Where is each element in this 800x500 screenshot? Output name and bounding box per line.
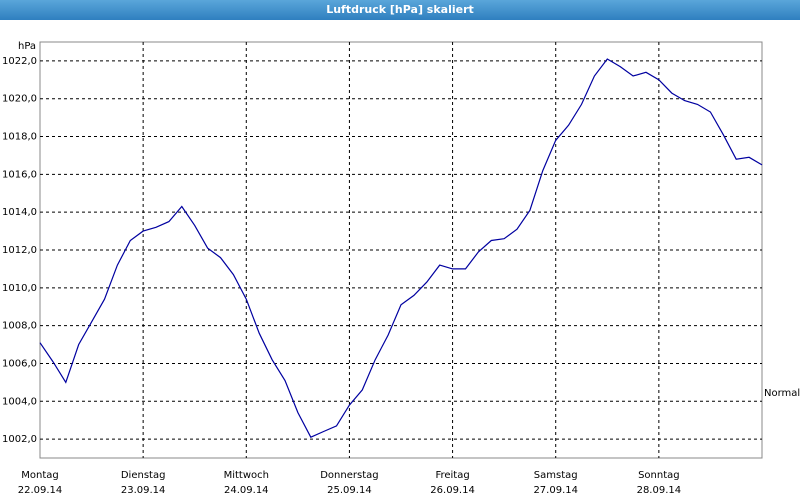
x-tick-label: Dienstag — [121, 470, 166, 481]
x-tick-label: Freitag — [435, 470, 469, 481]
x-tick-date: 23.09.14 — [121, 485, 166, 496]
y-tick-label: 1022,0 — [2, 56, 37, 67]
x-tick-label: Sonntag — [638, 470, 680, 481]
y-tick-label: 1018,0 — [2, 132, 37, 143]
x-tick-label: Donnerstag — [320, 470, 378, 481]
x-tick-label: Mittwoch — [224, 470, 269, 481]
x-tick-date: 27.09.14 — [533, 485, 578, 496]
y-tick-label: 1002,0 — [2, 434, 37, 445]
x-tick-date: 24.09.14 — [224, 485, 269, 496]
y-unit: hPa — [18, 41, 36, 52]
chart-title: Luftdruck [hPa] skaliert — [326, 3, 474, 16]
y-tick-label: 1010,0 — [2, 283, 37, 294]
x-tick-date: 25.09.14 — [327, 485, 372, 496]
x-tick-label: Montag — [21, 470, 58, 481]
title-bar — [0, 0, 800, 20]
x-tick-date: 26.09.14 — [430, 485, 475, 496]
y-tick-label: 1012,0 — [2, 245, 37, 256]
y-tick-label: 1016,0 — [2, 169, 37, 180]
y-tick-label: 1006,0 — [2, 358, 37, 369]
y-tick-label: 1014,0 — [2, 207, 37, 218]
annotation: Normal — [764, 388, 800, 399]
x-tick-label: Samstag — [534, 470, 578, 481]
y-tick-label: 1020,0 — [2, 94, 37, 105]
y-tick-label: 1004,0 — [2, 396, 37, 407]
x-tick-date: 28.09.14 — [637, 485, 682, 496]
x-tick-date: 22.09.14 — [18, 485, 63, 496]
data-line — [39, 58, 763, 438]
y-tick-label: 1008,0 — [2, 321, 37, 332]
